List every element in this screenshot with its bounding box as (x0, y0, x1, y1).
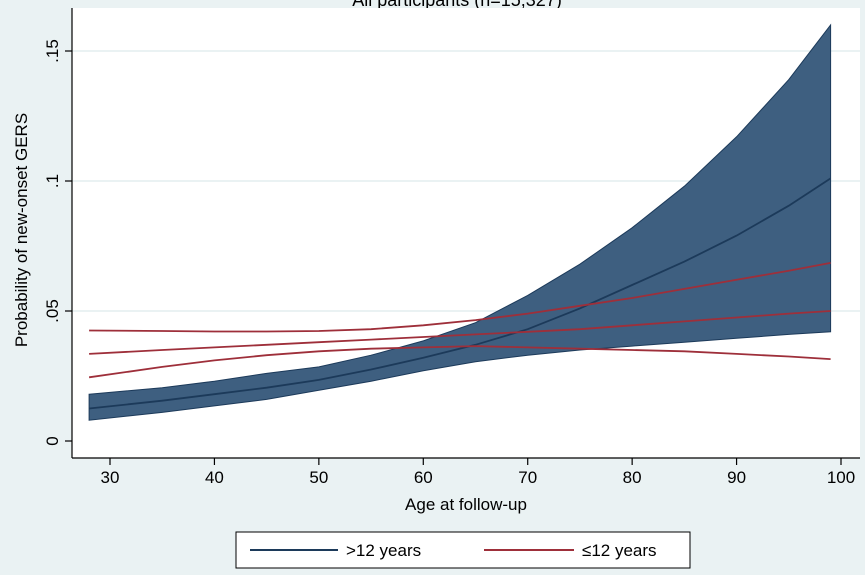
x-tick-label-4: 70 (518, 468, 537, 487)
legend-label-12-or-less-years: ≤12 years (582, 541, 657, 560)
legend: >12 years ≤12 years (235, 531, 691, 569)
y-tick-label-3: .15 (43, 39, 62, 63)
x-axis-title: Age at follow-up (405, 495, 527, 514)
x-tick-label-0: 30 (101, 468, 120, 487)
line-series-1-estimate (89, 310, 831, 355)
confidence-bands (88, 23, 832, 421)
y-tick-label-0: 0 (43, 436, 62, 445)
chart-title: All participants (n=15,327) (352, 0, 562, 10)
legend-label-over-12-years: >12 years (346, 541, 421, 560)
x-tick-label-1: 40 (205, 468, 224, 487)
line-series-1-lower (88, 345, 831, 379)
y-tick-label-2: .1 (43, 174, 62, 188)
y-axis-title: Probability of new-onset GERS (12, 113, 31, 347)
x-tick-label-6: 90 (727, 468, 746, 487)
x-tick-label-2: 50 (309, 468, 328, 487)
ci-band-series-0 (88, 23, 832, 421)
x-tick-label-5: 80 (623, 468, 642, 487)
x-tick-label-7: 100 (827, 468, 855, 487)
line-series-0-estimate (89, 177, 832, 410)
series-lines (88, 177, 832, 410)
tick-labels: 0 .05 .1 .15 30 40 50 60 70 80 90 100 (43, 39, 855, 487)
line-series-1-upper (89, 262, 831, 333)
axes (65, 8, 860, 465)
y-tick-label-1: .05 (43, 299, 62, 323)
x-tick-label-3: 60 (414, 468, 433, 487)
